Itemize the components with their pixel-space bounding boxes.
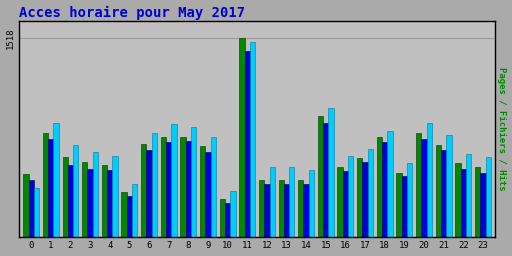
- Bar: [269, 167, 275, 237]
- Bar: [230, 191, 236, 237]
- Bar: [436, 145, 441, 237]
- Bar: [357, 158, 362, 237]
- Bar: [113, 156, 118, 237]
- Bar: [107, 170, 113, 237]
- Bar: [377, 137, 382, 237]
- Bar: [298, 180, 304, 237]
- Bar: [284, 184, 289, 237]
- Bar: [368, 149, 373, 237]
- Bar: [461, 169, 466, 237]
- Bar: [446, 135, 452, 237]
- Bar: [309, 170, 314, 237]
- Bar: [382, 142, 388, 237]
- Bar: [53, 123, 59, 237]
- Y-axis label: Pages / Fichiers / Hits: Pages / Fichiers / Hits: [498, 67, 506, 190]
- Bar: [121, 192, 127, 237]
- Bar: [127, 196, 132, 237]
- Bar: [402, 176, 407, 237]
- Bar: [68, 165, 73, 237]
- Bar: [245, 51, 250, 237]
- Bar: [146, 150, 152, 237]
- Bar: [29, 180, 34, 237]
- Bar: [343, 171, 348, 237]
- Bar: [328, 109, 334, 237]
- Bar: [250, 42, 255, 237]
- Bar: [304, 184, 309, 237]
- Bar: [48, 138, 53, 237]
- Bar: [102, 165, 107, 237]
- Bar: [455, 163, 461, 237]
- Bar: [362, 162, 368, 237]
- Bar: [225, 202, 230, 237]
- Bar: [264, 184, 269, 237]
- Bar: [466, 154, 471, 237]
- Bar: [34, 188, 39, 237]
- Bar: [289, 167, 294, 237]
- Bar: [323, 123, 328, 237]
- Bar: [220, 199, 225, 237]
- Bar: [388, 131, 393, 237]
- Bar: [73, 145, 78, 237]
- Bar: [141, 144, 146, 237]
- Bar: [62, 157, 68, 237]
- Bar: [180, 137, 186, 237]
- Bar: [475, 167, 480, 237]
- Bar: [88, 169, 93, 237]
- Bar: [279, 180, 284, 237]
- Bar: [191, 127, 196, 237]
- Bar: [161, 137, 166, 237]
- Bar: [416, 133, 421, 237]
- Bar: [210, 137, 216, 237]
- Bar: [200, 146, 205, 237]
- Bar: [441, 150, 446, 237]
- Bar: [23, 174, 29, 237]
- Bar: [239, 38, 245, 237]
- Bar: [152, 133, 157, 237]
- Bar: [259, 180, 264, 237]
- Bar: [205, 152, 210, 237]
- Bar: [348, 156, 353, 237]
- Bar: [485, 157, 491, 237]
- Bar: [407, 163, 412, 237]
- Bar: [172, 124, 177, 237]
- Bar: [396, 173, 402, 237]
- Bar: [318, 116, 323, 237]
- Bar: [426, 123, 432, 237]
- Bar: [82, 162, 88, 237]
- Bar: [421, 138, 426, 237]
- Bar: [186, 141, 191, 237]
- Bar: [337, 167, 343, 237]
- Bar: [132, 184, 137, 237]
- Bar: [480, 173, 485, 237]
- Bar: [43, 133, 48, 237]
- Bar: [93, 152, 98, 237]
- Bar: [166, 142, 172, 237]
- Text: Acces horaire pour May 2017: Acces horaire pour May 2017: [19, 6, 246, 20]
